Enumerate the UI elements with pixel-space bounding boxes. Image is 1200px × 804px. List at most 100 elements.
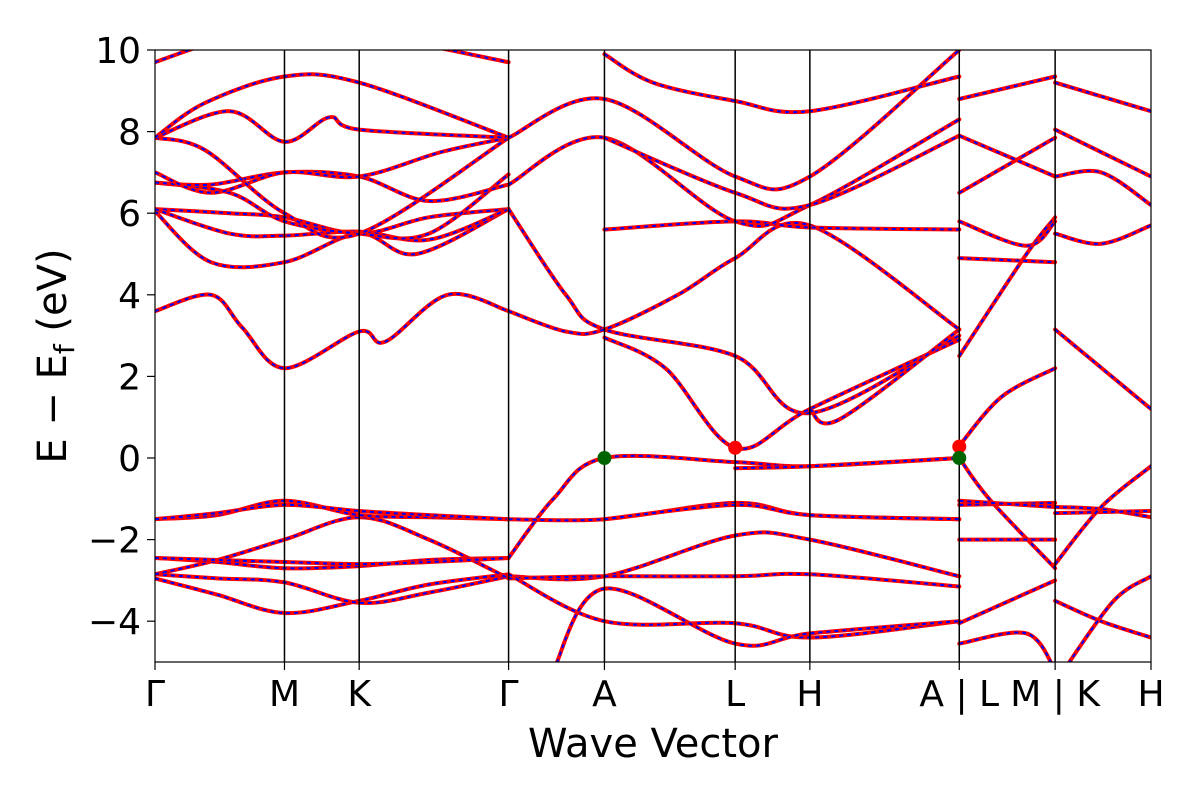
band-lines (155, 50, 1151, 662)
y-axis-label-main: E − E (30, 354, 76, 464)
y-axis-label-unit: (eV) (30, 248, 76, 344)
x-tick-label: M | K (1010, 674, 1101, 715)
y-tick-label: 2 (118, 357, 141, 398)
band-line-dashed (155, 173, 510, 240)
band-line-solid (957, 366, 1058, 448)
band-line-dashed (155, 557, 509, 570)
band-line-dashed (1054, 465, 1151, 565)
band-line-dashed (1054, 169, 1151, 206)
band-line-solid (155, 291, 511, 371)
band-line-dashed (155, 208, 509, 242)
band-line-dashed (1054, 599, 1151, 639)
y-tick-label: 6 (118, 194, 141, 235)
band-line-dashed (735, 457, 960, 470)
band-line-dashed (604, 503, 960, 521)
band-edge-marker (728, 440, 743, 455)
band-line-dashed (1055, 506, 1151, 519)
band-line-dashed (508, 118, 960, 228)
y-tick-label: 10 (95, 31, 141, 72)
band-line-solid (807, 327, 962, 426)
x-axis-label: Wave Vector (528, 721, 779, 767)
y-tick-label: 4 (118, 276, 141, 317)
x-tick-label: A (592, 674, 617, 715)
band-line-dashed (958, 457, 1056, 569)
band-edge-marker (952, 451, 967, 465)
band-line-dashed (958, 579, 1056, 625)
y-tick-label: −2 (88, 521, 141, 562)
band-line-dashed (603, 336, 960, 450)
x-tick-label: A | L (919, 674, 999, 715)
x-tick-label: K (347, 674, 372, 715)
band-line-dashed (959, 501, 1056, 506)
band-line-dashed (1054, 328, 1151, 410)
band-line-dashed (959, 499, 1056, 508)
band-line-solid (155, 50, 511, 65)
band-line-dashed (1055, 510, 1151, 515)
band-line-dashed (155, 73, 509, 139)
band-line-solid (155, 572, 511, 616)
band-edge-marker (597, 451, 612, 465)
band-line-solid (957, 630, 1053, 662)
band-line-dashed (155, 292, 509, 370)
band-line-solid (957, 456, 1058, 571)
band-line-dashed (508, 531, 960, 581)
y-axis-ticks: −4 −2 0 2 4 6 8 10 (88, 31, 155, 643)
band-line-dashed (155, 573, 509, 615)
band-line-dashed (508, 573, 960, 639)
x-tick-label: Γ (145, 674, 165, 715)
band-line-dashed (959, 75, 1056, 100)
band-line-dashed (958, 134, 1056, 178)
band-line-dashed (155, 170, 509, 203)
band-line-dashed (508, 221, 960, 335)
band-line-dashed (155, 50, 509, 64)
band-line-dashed (507, 208, 960, 415)
band-line-solid (1053, 598, 1151, 640)
band-line-dashed (809, 328, 960, 425)
band-line-dashed (1068, 575, 1151, 662)
y-tick-label: −4 (88, 602, 141, 643)
band-line-dashed (155, 110, 509, 143)
x-tick-label: Γ (499, 674, 519, 715)
x-tick-label: H (1137, 674, 1164, 715)
band-line-solid (602, 133, 962, 211)
x-axis-ticks: Γ M K Γ A L H A | L M | K H (145, 662, 1165, 715)
band-line-solid (1053, 223, 1151, 246)
band-line-solid (602, 52, 962, 115)
y-tick-label: 0 (118, 439, 141, 480)
band-line-solid (602, 335, 962, 451)
band-line-dashed (155, 557, 509, 566)
band-line-dashed (155, 136, 509, 194)
band-edge-marker (952, 439, 967, 454)
band-line-dashed (958, 220, 1056, 247)
band-line-solid (155, 135, 511, 240)
y-tick-label: 8 (118, 113, 141, 154)
x-tick-label: L (725, 674, 745, 715)
band-line-dashed (603, 53, 960, 114)
band-line-dashed (1054, 224, 1151, 245)
band-edge-markers (597, 439, 967, 465)
band-line-dashed (1054, 128, 1151, 178)
band-line-dashed (958, 367, 1056, 447)
band-line-solid (155, 72, 511, 140)
band-line-solid (506, 453, 962, 560)
band-line-solid (957, 135, 1058, 195)
high-symmetry-lines (283, 50, 1056, 662)
band-line-dashed (959, 631, 1052, 662)
band-line-dashed (155, 503, 509, 521)
band-line-dashed (155, 573, 509, 605)
band-line-dashed (155, 208, 510, 269)
y-axis-label-subscript: f (48, 343, 81, 354)
band-line-dashed (959, 257, 1056, 264)
band-line-dashed (604, 134, 960, 210)
x-tick-label: H (796, 674, 823, 715)
band-line-dashed (1054, 81, 1151, 113)
band-line-solid (506, 530, 962, 582)
plot-frame (154, 49, 1152, 663)
band-line-solid (1053, 168, 1151, 207)
x-tick-label: M (269, 674, 300, 715)
band-line-dashed (507, 454, 960, 559)
band-line-solid (506, 117, 962, 229)
y-axis-label: E − Ef (eV) (30, 248, 81, 463)
